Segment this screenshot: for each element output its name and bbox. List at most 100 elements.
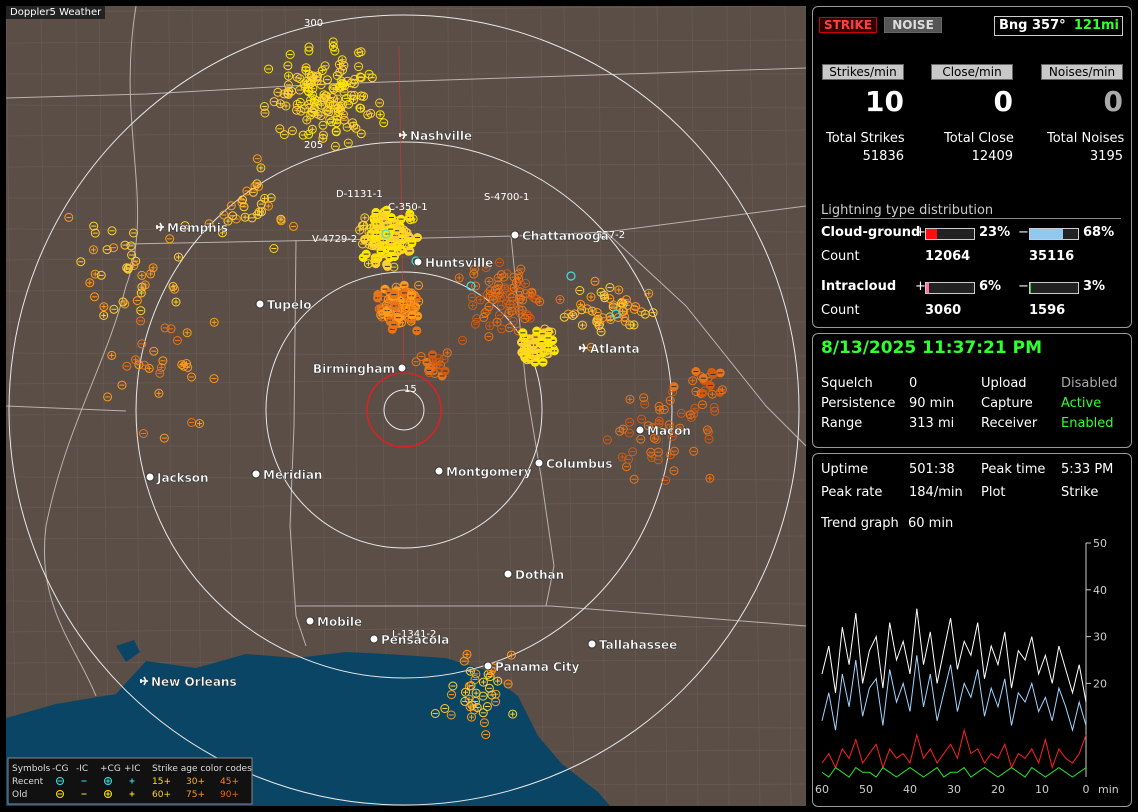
strike <box>700 386 710 396</box>
strike <box>480 308 490 318</box>
strike <box>478 708 488 718</box>
strike-symbol <box>356 73 366 83</box>
strike <box>606 315 616 324</box>
strike <box>460 696 470 706</box>
strike-symbol <box>170 284 179 294</box>
state-label: Receiver <box>981 416 1038 431</box>
count-value: 1596 <box>1029 303 1066 318</box>
strike <box>705 473 715 483</box>
strike <box>351 123 361 133</box>
strike <box>465 666 475 676</box>
strike-symbol <box>285 50 295 59</box>
strike-button[interactable]: STRIKE <box>819 17 877 33</box>
strike <box>144 363 154 373</box>
rate-button[interactable]: Noises/min <box>1041 64 1123 80</box>
strike <box>354 48 364 58</box>
strike-symbol <box>648 308 658 318</box>
strike-symbol <box>156 363 166 372</box>
strike-symbol <box>254 181 264 191</box>
strike <box>629 320 639 330</box>
strike <box>340 81 350 91</box>
strike <box>350 74 359 84</box>
strike-symbol <box>467 292 477 302</box>
strike-symbol <box>508 709 518 719</box>
strike-symbol <box>252 179 262 189</box>
strike <box>90 228 100 238</box>
strike <box>252 154 262 164</box>
strike <box>159 433 169 443</box>
noise-button[interactable]: NOISE <box>884 17 942 33</box>
strike-symbol <box>596 327 606 337</box>
strike-symbol <box>499 272 509 282</box>
strike-symbol <box>669 446 679 456</box>
strike-symbol <box>461 687 470 697</box>
range-label: 15 <box>404 384 417 395</box>
setting-label: Squelch <box>821 376 873 391</box>
rate-button[interactable]: Close/min <box>931 64 1013 80</box>
strike-symbol <box>328 37 338 47</box>
strike-symbol <box>289 221 298 231</box>
strike <box>355 72 365 82</box>
strike <box>285 50 295 59</box>
strike-symbol <box>502 269 512 279</box>
strike-symbol <box>493 273 503 283</box>
strike-symbol <box>350 74 359 84</box>
strike <box>107 350 117 360</box>
strike-symbol <box>675 423 685 433</box>
strike <box>187 372 196 382</box>
strike-symbol <box>317 66 327 76</box>
strike <box>354 62 364 72</box>
strike <box>395 296 405 306</box>
strike-symbol <box>301 65 311 75</box>
strike <box>256 199 266 209</box>
county-line <box>6 129 806 137</box>
strike-symbol <box>332 118 342 128</box>
state-value: Enabled <box>1061 416 1114 431</box>
strike <box>253 210 263 219</box>
strike-symbol <box>555 295 565 304</box>
strike <box>478 691 488 701</box>
city-label: Macon <box>647 424 691 438</box>
strike <box>485 321 495 331</box>
range-label: 205 <box>304 140 323 151</box>
strike <box>625 417 635 427</box>
strike-symbol <box>644 288 654 298</box>
strike-symbol <box>527 287 537 297</box>
strike-symbol <box>96 270 106 280</box>
strike-symbol <box>355 72 365 82</box>
strike <box>675 423 685 433</box>
city-dot <box>510 230 520 240</box>
strike-symbol <box>287 126 297 136</box>
strike <box>575 286 585 295</box>
strike <box>691 387 701 396</box>
city-label: Mobile <box>317 615 362 629</box>
range-ring <box>135 141 673 679</box>
strike <box>171 297 181 307</box>
type-name: Cloud-ground <box>821 225 921 240</box>
strike-symbol <box>540 324 550 334</box>
sign: + <box>915 225 926 240</box>
strike-symbol <box>659 405 669 414</box>
strike <box>154 388 164 398</box>
x-tick-label: 10 <box>1035 783 1049 796</box>
total-label: Total Noises <box>1047 131 1125 146</box>
strike <box>698 400 707 410</box>
strike <box>543 333 553 343</box>
strike <box>346 90 356 100</box>
strike-symbol <box>118 297 128 307</box>
strike-symbol <box>316 111 326 121</box>
strike <box>521 278 530 288</box>
strike <box>535 297 545 307</box>
city-label: Meridian <box>263 468 322 482</box>
strike-symbol <box>690 403 700 413</box>
strike <box>484 301 494 311</box>
strike-symbol <box>529 350 539 360</box>
strike-symbol <box>295 97 305 107</box>
strike <box>470 675 480 684</box>
strike <box>339 115 349 125</box>
rate-button[interactable]: Strikes/min <box>822 64 904 80</box>
strike-symbol <box>371 213 381 223</box>
city-label: Panama City <box>495 660 580 674</box>
legend-symbol: +CG <box>100 764 121 774</box>
strike-symbol <box>319 95 329 105</box>
